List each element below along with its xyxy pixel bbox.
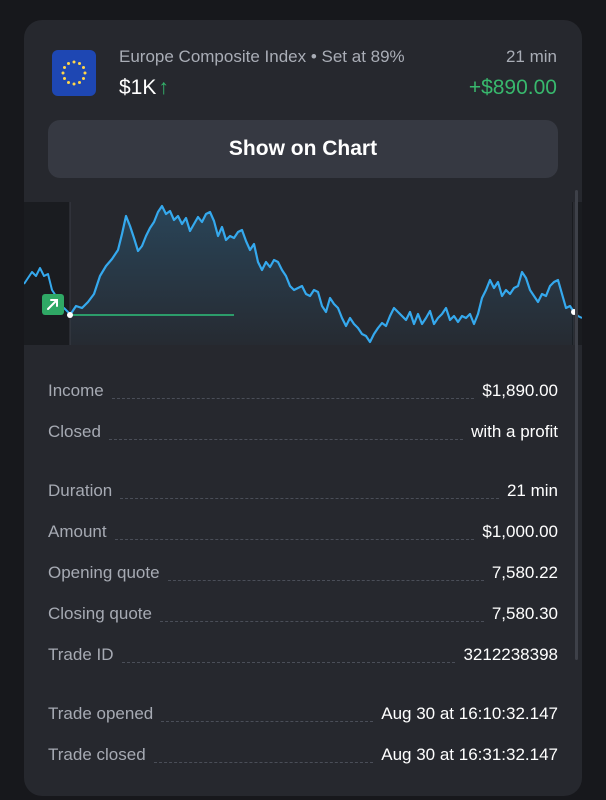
detail-label: Trade closed <box>48 744 146 764</box>
detail-leader <box>121 662 456 663</box>
detail-value: with a profit <box>471 421 558 441</box>
detail-value: 7,580.22 <box>491 562 558 582</box>
price-chart-svg <box>24 202 582 345</box>
detail-value: 3212238398 <box>463 644 558 664</box>
trade-duration: 21 min <box>505 47 557 66</box>
detail-leader <box>108 439 464 440</box>
detail-value: Aug 30 at 16:10:32.147 <box>381 703 558 723</box>
detail-label: Closing quote <box>48 603 152 623</box>
detail-leader <box>111 398 475 399</box>
detail-leader <box>114 539 475 540</box>
detail-label: Amount <box>48 521 107 541</box>
asset-name: Europe Composite Index • Set at 89% <box>119 47 405 66</box>
detail-label: Opening quote <box>48 562 160 582</box>
price-area <box>70 206 574 345</box>
detail-row-trade-id: Trade ID 3212238398 <box>48 634 558 675</box>
trade-card: Europe Composite Index • Set at 89% $1K↑… <box>24 20 582 796</box>
trade-header: Europe Composite Index • Set at 89% $1K↑… <box>24 20 582 120</box>
detail-value: Aug 30 at 16:31:32.147 <box>381 744 558 764</box>
detail-value: 21 min <box>506 480 558 500</box>
price-line <box>69 204 575 344</box>
detail-row-opening-quote: Opening quote 7,580.22 <box>48 552 558 593</box>
trade-amount: $1K↑ <box>119 76 169 100</box>
trade-amount-value: $1K <box>119 76 157 99</box>
open-trade-marker-icon <box>42 294 64 315</box>
detail-row-closing-quote: Closing quote 7,580.30 <box>48 593 558 634</box>
detail-value: $1,000.00 <box>482 521 558 541</box>
detail-row-duration: Duration 21 min <box>48 470 558 511</box>
open-point <box>67 312 73 318</box>
detail-label: Duration <box>48 480 113 500</box>
detail-label: Closed <box>48 421 101 441</box>
detail-label: Trade ID <box>48 644 114 664</box>
scrollbar[interactable] <box>575 190 578 660</box>
detail-value: 7,580.30 <box>491 603 558 623</box>
trade-details: Income $1,890.00 Closed with a profit Du… <box>48 370 558 775</box>
detail-leader <box>161 721 374 722</box>
show-on-chart-button[interactable]: Show on Chart <box>48 120 558 178</box>
detail-row-income: Income $1,890.00 <box>48 370 558 411</box>
detail-row-amount: Amount $1,000.00 <box>48 511 558 552</box>
detail-value: $1,890.00 <box>482 380 558 400</box>
detail-leader <box>153 762 374 763</box>
eu-flag-icon <box>52 50 96 96</box>
detail-leader <box>120 498 499 499</box>
arrow-up-icon: ↑ <box>158 76 169 99</box>
detail-label: Trade opened <box>48 703 154 723</box>
detail-row-trade-closed: Trade closed Aug 30 at 16:31:32.147 <box>48 734 558 775</box>
detail-row-trade-opened: Trade opened Aug 30 at 16:10:32.147 <box>48 693 558 734</box>
detail-label: Income <box>48 380 104 400</box>
detail-row-closed: Closed with a profit <box>48 411 558 452</box>
detail-leader <box>159 621 484 622</box>
trade-profit: +$890.00 <box>468 76 557 99</box>
trade-chart <box>24 202 582 345</box>
detail-leader <box>167 580 484 581</box>
